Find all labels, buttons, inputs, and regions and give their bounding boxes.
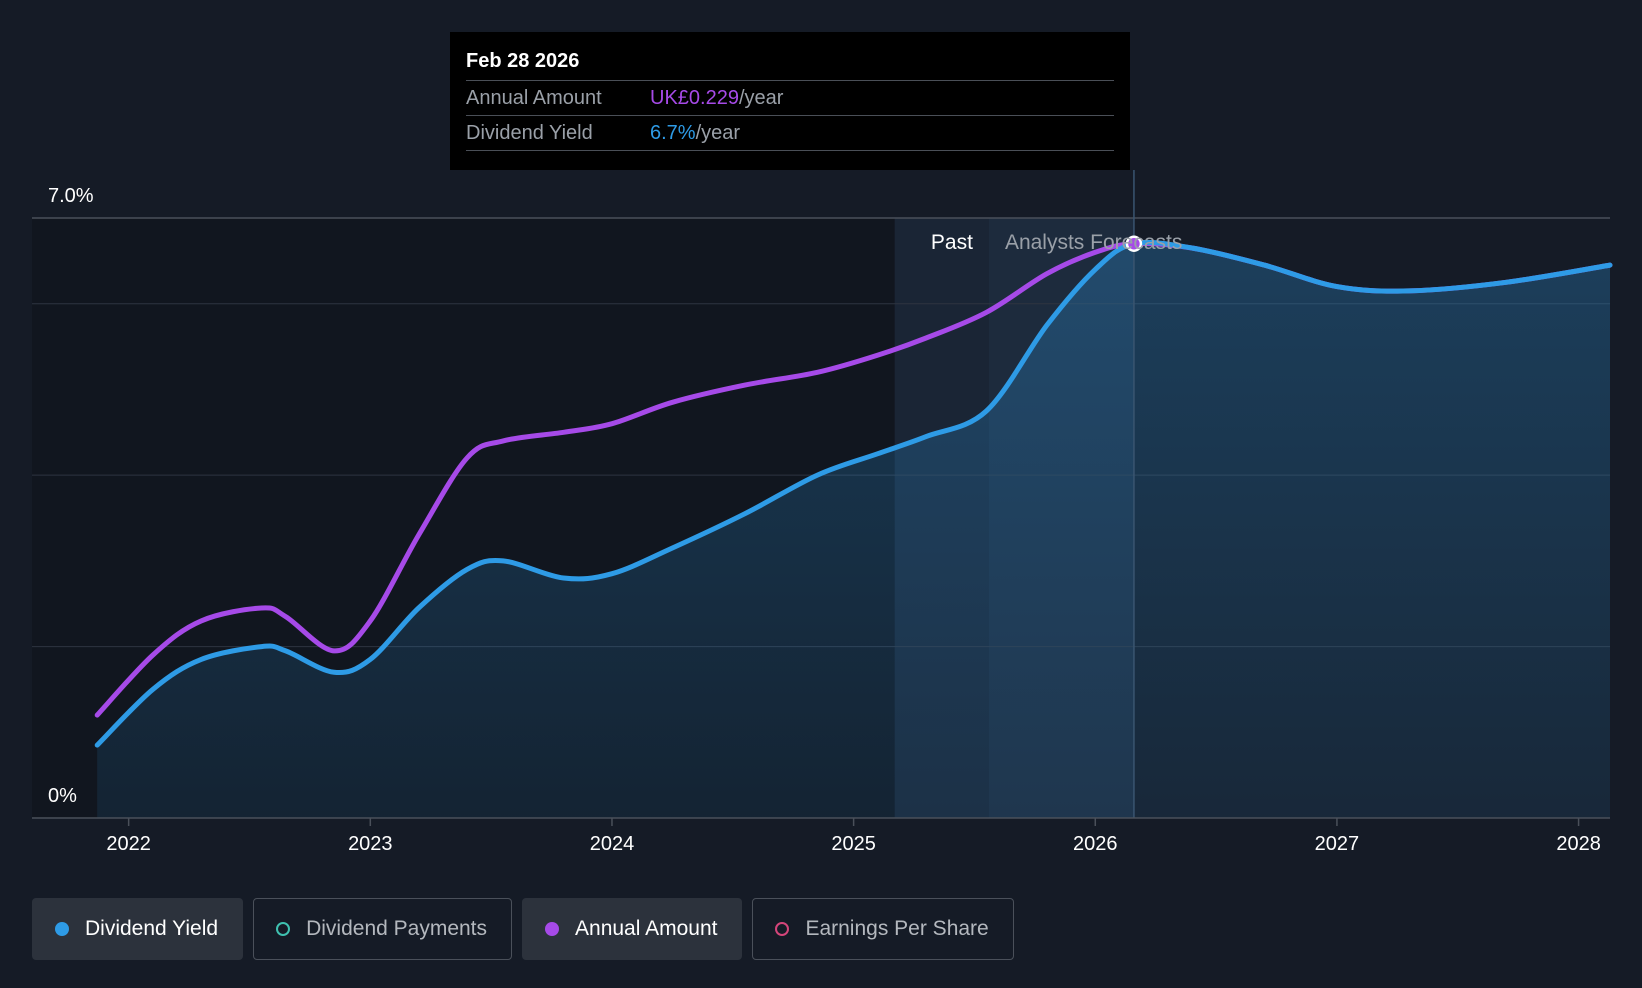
legend-ring-icon [775, 922, 790, 936]
y-axis-top-label: 7.0% [48, 185, 94, 207]
tooltip-unit: /year [695, 122, 741, 144]
x-tick-label: 2022 [106, 833, 151, 855]
legend-dot-icon [55, 922, 69, 936]
tooltip-label: Annual Amount [466, 87, 602, 109]
cursor-marker [1125, 235, 1143, 252]
hover-tooltip: Feb 28 2026 Annual Amount UK£0.229 /year… [450, 32, 1130, 170]
legend-label: Dividend Yield [85, 917, 219, 940]
tooltip-row-dividend-yield: Dividend Yield 6.7% /year [466, 115, 1114, 151]
dividend-yield-line [94, 239, 1613, 748]
x-tick-label: 2024 [590, 833, 635, 855]
legend-label: Earnings Per Share [805, 917, 989, 940]
dividend-yield-area [97, 242, 1611, 818]
tooltip-value: UK£0.229 [650, 87, 739, 109]
tooltip-date: Feb 28 2026 [466, 50, 580, 72]
tooltip-unit: /year [738, 87, 784, 109]
legend-earnings-per-share[interactable]: Earnings Per Share [752, 898, 1014, 960]
forecast-label: Analysts Forecasts [1005, 231, 1182, 254]
legend-label: Annual Amount [575, 917, 718, 940]
legend-ring-icon [276, 922, 291, 936]
tooltip-row-annual-amount: Annual Amount UK£0.229 /year [466, 80, 1114, 115]
x-tick-label: 2025 [831, 833, 876, 855]
chart-legend: Dividend Yield Dividend Payments Annual … [32, 898, 1014, 960]
tooltip-label: Dividend Yield [466, 122, 593, 144]
y-axis-bottom-label: 0% [48, 785, 77, 807]
tooltip-value: 6.7% [650, 122, 696, 144]
x-tick-label: 2028 [1556, 833, 1601, 855]
legend-label: Dividend Payments [306, 917, 488, 940]
past-label: Past [931, 231, 973, 254]
legend-dividend-payments[interactable]: Dividend Payments [253, 898, 513, 960]
legend-dividend-yield[interactable]: Dividend Yield [32, 898, 244, 960]
legend-annual-amount[interactable]: Annual Amount [522, 898, 743, 960]
x-tick-label: 2027 [1315, 833, 1360, 855]
legend-dot-icon [545, 922, 560, 936]
x-tick-label: 2026 [1073, 833, 1118, 855]
x-tick-label: 2023 [348, 833, 393, 855]
